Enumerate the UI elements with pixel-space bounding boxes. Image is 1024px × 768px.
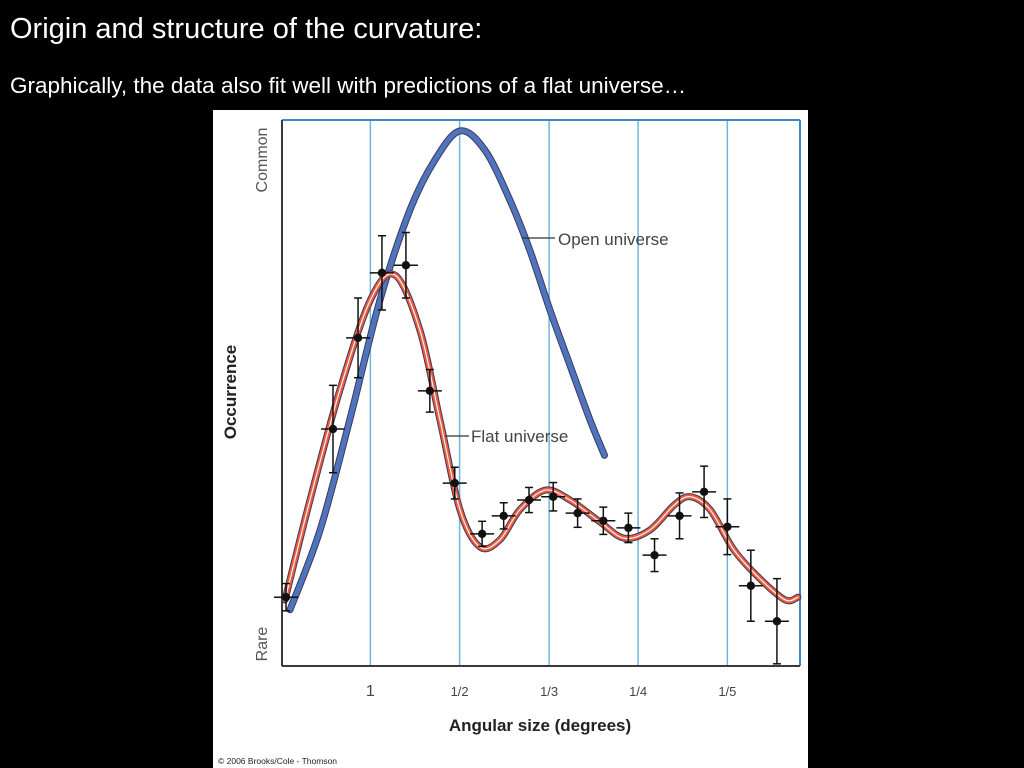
data-point xyxy=(377,268,387,278)
data-point xyxy=(624,523,633,533)
data-point xyxy=(723,522,732,531)
curve xyxy=(287,128,607,613)
data-point xyxy=(425,386,435,396)
data-point xyxy=(353,333,363,343)
data-point xyxy=(328,424,338,434)
slide-subtitle: Graphically, the data also fit well with… xyxy=(10,73,686,98)
data-point xyxy=(450,478,459,488)
data-point xyxy=(675,511,684,521)
x-tick-label: 1/4 xyxy=(629,684,647,699)
data-point xyxy=(746,581,756,590)
data-point xyxy=(477,529,487,539)
figure-panel xyxy=(213,110,808,768)
data-point xyxy=(401,261,411,270)
data-point xyxy=(524,495,534,505)
data-point xyxy=(599,516,608,525)
y-low-label: Rare xyxy=(254,627,271,662)
series-annotation: Flat universe xyxy=(471,427,568,446)
x-tick-label: 1/3 xyxy=(540,684,558,699)
plot: 1 1/2 1/3 1/4 1/5 xyxy=(274,119,802,700)
series-annotation: Open universe xyxy=(558,230,669,249)
y-axis-title: Occurrence xyxy=(221,345,240,440)
data-point xyxy=(573,508,582,518)
x-axis-title: Angular size (degrees) xyxy=(449,716,631,735)
data-point xyxy=(699,487,709,497)
data-point xyxy=(650,550,659,560)
data-point xyxy=(772,617,782,626)
x-tick-label: 1/5 xyxy=(718,684,736,699)
data-point xyxy=(499,511,508,521)
slide-title: Origin and structure of the curvature: xyxy=(10,13,482,45)
credit: © 2006 Brooks/Cole - Thomson xyxy=(218,756,337,766)
data-point xyxy=(549,492,558,501)
data-point xyxy=(281,593,291,602)
y-high-label: Common xyxy=(254,128,271,193)
x-tick-label: 1/2 xyxy=(451,684,469,699)
x-tick-label: 1 xyxy=(366,683,375,700)
